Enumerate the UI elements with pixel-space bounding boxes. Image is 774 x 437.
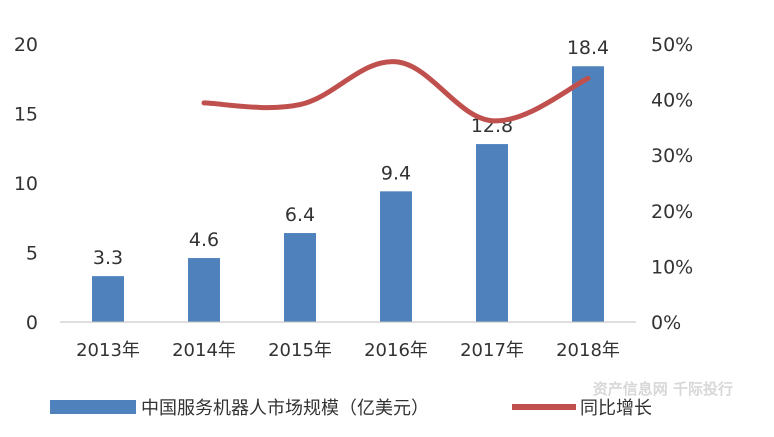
data-label: 9.4 <box>381 162 411 184</box>
data-label: 18.4 <box>567 37 609 59</box>
y-right-tick-label: 40% <box>651 90 693 112</box>
bar-2015年 <box>284 233 316 322</box>
x-tick-label: 2014年 <box>172 340 236 361</box>
bar-group <box>92 66 604 323</box>
y-left-tick-label: 5 <box>26 243 38 265</box>
x-tick-label: 2016年 <box>364 340 428 361</box>
y-right-tick-label: 50% <box>651 34 693 56</box>
y-left-tick-label: 0 <box>26 312 38 334</box>
watermark-text: 资产信息网 千际投行 <box>593 380 733 398</box>
legend-label-bar: 中国服务机器人市场规模（亿美元） <box>141 398 429 419</box>
bar-2018年 <box>572 66 604 323</box>
y-left-tick-label: 20 <box>14 34 38 56</box>
y-axis-right: 0% 10% 20% 30% 40% 50% <box>651 34 693 334</box>
legend: 中国服务机器人市场规模（亿美元） 同比增长 <box>50 398 652 419</box>
data-label: 4.6 <box>189 229 219 251</box>
legend-bar-swatch <box>50 400 136 414</box>
y-left-tick-label: 15 <box>14 104 38 126</box>
bar-2016年 <box>380 191 412 322</box>
x-tick-label: 2015年 <box>268 340 332 361</box>
y-right-tick-label: 10% <box>651 256 693 278</box>
y-left-tick-label: 10 <box>14 173 38 195</box>
data-label-group: 3.34.66.49.412.818.4 <box>93 37 609 269</box>
legend-label-line: 同比增长 <box>580 398 652 419</box>
x-tick-label: 2013年 <box>76 340 140 361</box>
y-axis-left: 0 5 10 15 20 <box>14 34 38 334</box>
data-label: 6.4 <box>285 204 315 226</box>
y-right-tick-label: 30% <box>651 145 693 167</box>
bar-2017年 <box>476 144 508 322</box>
bar-2013年 <box>92 276 124 322</box>
y-right-tick-label: 20% <box>651 201 693 223</box>
growth-line <box>201 59 591 124</box>
bar-2014年 <box>188 258 220 322</box>
x-axis: 2013年 2014年 2015年 2016年 2017年 2018年 <box>76 340 620 361</box>
y-right-tick-label: 0% <box>651 312 681 334</box>
x-tick-label: 2018年 <box>556 340 620 361</box>
x-tick-label: 2017年 <box>460 340 524 361</box>
data-label: 3.3 <box>93 247 123 269</box>
line-group <box>201 59 591 124</box>
